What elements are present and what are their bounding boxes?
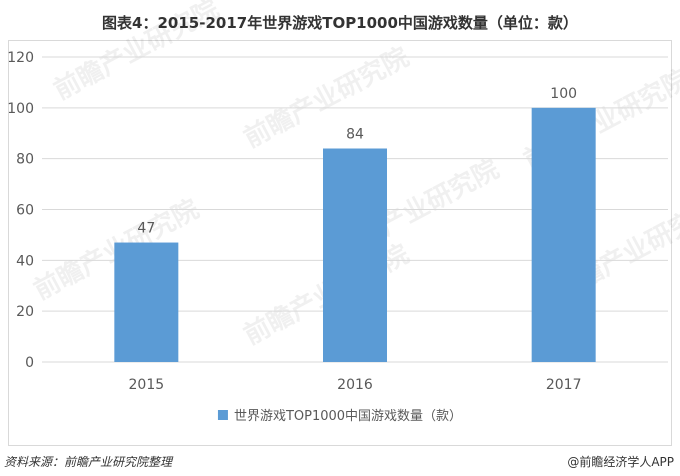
y-axis: 0 20 40 60 80 100 120 [7, 50, 34, 371]
y-tick-label: 80 [16, 152, 34, 168]
bar-2015 [114, 242, 179, 362]
x-tick-label: 2017 [546, 377, 582, 393]
bars [114, 107, 596, 362]
watermark-text: 前瞻产业研究院 [239, 41, 414, 154]
data-label-2016: 84 [346, 127, 364, 143]
data-label-2015: 47 [137, 221, 155, 237]
bar-2017 [531, 107, 596, 362]
y-tick-label: 60 [16, 203, 34, 219]
y-tick-label: 20 [16, 304, 34, 320]
x-tick-label: 2015 [129, 377, 165, 393]
plot-frame [8, 40, 672, 446]
y-tick-label: 0 [25, 355, 34, 371]
brand-note: @前瞻经济学人APP [567, 455, 674, 469]
y-tick-label: 40 [16, 253, 34, 269]
legend-label: 世界游戏TOP1000中国游戏数量（款） [234, 409, 462, 424]
watermark-text: 前瞻产业研究院 [49, 0, 224, 106]
y-tick-label: 100 [7, 101, 34, 117]
data-labels: 47 84 100 [137, 86, 577, 237]
source-note: 资料来源：前瞻产业研究院整理 [4, 455, 173, 469]
y-tick-label: 120 [7, 50, 34, 66]
chart-title: 图表4：2015-2017年世界游戏TOP1000中国游戏数量（单位：款） [102, 14, 578, 32]
bar-2016 [323, 148, 387, 362]
x-tick-label: 2016 [337, 377, 373, 393]
legend-swatch [217, 410, 228, 420]
legend: 世界游戏TOP1000中国游戏数量（款） [217, 409, 462, 424]
x-axis: 2015 2016 2017 [129, 377, 582, 393]
data-label-2017: 100 [550, 86, 577, 102]
